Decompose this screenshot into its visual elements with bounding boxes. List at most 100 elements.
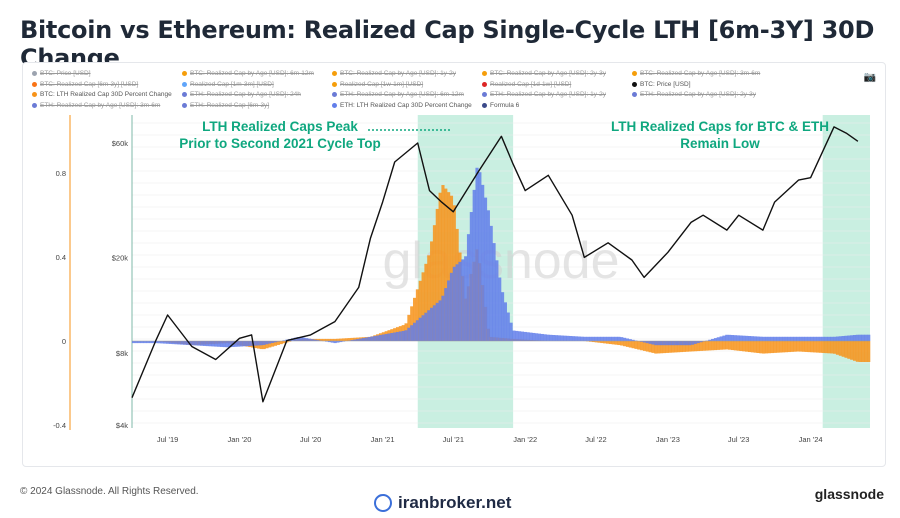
eth-bar — [432, 305, 437, 341]
btc-bar — [342, 338, 346, 341]
eth-bar — [600, 336, 604, 341]
eth-bar — [481, 184, 485, 341]
btc-bar — [333, 338, 337, 341]
eth-bar — [835, 336, 840, 341]
eth-bar — [509, 322, 513, 341]
legend-item[interactable]: BTC: Realized Cap by Age [USD]: 6m-12m — [182, 70, 314, 77]
legend-item[interactable]: ETH: LTH Realized Cap 30D Percent Change — [332, 102, 472, 109]
legend-item[interactable]: BTC: Realized Cap [6m-3y] [USD] — [32, 81, 138, 88]
eth-bar — [452, 266, 456, 341]
eth-bar — [830, 336, 834, 341]
btc-bar — [801, 341, 806, 352]
legend-item[interactable]: ETH: Realized Cap [6m-3y] — [182, 102, 269, 109]
legend-item[interactable]: BTC: LTH Realized Cap 30D Percent Change — [32, 91, 172, 98]
legend-item[interactable]: BTC: Realized Cap by Age [USD]: 3m-6m — [632, 70, 760, 77]
eth-bar — [205, 341, 209, 347]
legend-item[interactable]: Realized Cap [1d-1w] [USD] — [482, 81, 571, 88]
eth-bar — [438, 300, 442, 341]
eth-bar — [447, 280, 451, 341]
eth-bar — [764, 336, 769, 341]
btc-bar — [855, 341, 859, 362]
legend-item[interactable]: ETH: Realized Cap by Age [USD]: 1y-2y — [482, 91, 606, 98]
eth-bar — [520, 331, 525, 341]
legend-item[interactable]: BTC: Price [USD] — [32, 70, 91, 77]
eth-bar — [739, 335, 743, 341]
btc-bar — [327, 338, 331, 341]
eth-bar — [762, 336, 766, 341]
legend-item[interactable]: BTC: Realized Cap by Age [USD]: 2y-3y — [482, 70, 606, 77]
eth-bar — [435, 302, 439, 341]
btc-bar — [691, 341, 695, 352]
btc-bar — [438, 192, 442, 341]
btc-bar — [847, 341, 851, 359]
x-axis-tick: Jul '20 — [300, 435, 321, 444]
eth-bar — [134, 341, 138, 344]
right-axis-tick: $20k — [112, 253, 129, 262]
eth-bar — [387, 333, 391, 341]
eth-bar — [537, 333, 542, 341]
eth-bar — [464, 256, 468, 341]
page-title: Bitcoin vs Ethereum: Realized Cap Single… — [20, 16, 875, 72]
legend-item[interactable]: Realized Cap [1m-3m] [USD] — [182, 81, 274, 88]
eth-bar — [461, 259, 465, 341]
legend-item[interactable]: ETH: Realized Cap by Age [USD]: 6m-12m — [332, 91, 464, 98]
btc-bar — [850, 341, 854, 360]
eth-bar — [350, 340, 354, 341]
eth-bar — [804, 336, 808, 341]
btc-bar — [867, 341, 871, 362]
eth-bar — [645, 341, 649, 344]
legend-label: ETH: Realized Cap by Age [USD]: 3m-6m — [40, 101, 161, 109]
broker-name: iranbroker.net — [398, 493, 512, 512]
legend-dot-icon — [182, 81, 187, 87]
eth-bar — [611, 336, 615, 341]
annotation-right-line2: Remain Low — [680, 136, 760, 151]
eth-bar — [132, 341, 136, 344]
btc-bar — [711, 341, 715, 351]
legend-item[interactable]: ETH: Realized Cap by Age [USD]: 3m-6m — [32, 102, 160, 109]
eth-bar — [730, 335, 735, 341]
legend-item[interactable]: BTC: Price [USD] — [632, 81, 691, 88]
eth-bar — [478, 172, 482, 341]
eth-bar — [163, 341, 167, 344]
legend-item[interactable]: ETH: Realized Cap by Age [USD]: 24h — [182, 91, 301, 98]
broker-logo[interactable]: iranbroker.net — [374, 493, 511, 513]
legend-dot-icon — [32, 81, 37, 87]
legend-item[interactable]: Formula 6 — [482, 102, 519, 109]
camera-icon[interactable]: 📷 — [863, 72, 876, 83]
legend-item[interactable]: Realized Cap [1w-1m] [USD] — [332, 81, 423, 88]
eth-bar — [711, 338, 715, 341]
eth-bar — [787, 336, 791, 341]
legend-dot-icon — [482, 71, 487, 76]
eth-bar — [245, 341, 249, 347]
eth-bar — [844, 335, 848, 341]
left-axis-tick: -0.4 — [53, 421, 66, 430]
eth-bar — [404, 330, 408, 341]
btc-bar — [864, 341, 868, 362]
btc-bar — [262, 341, 266, 350]
eth-bar — [367, 337, 371, 341]
eth-bar — [668, 341, 672, 346]
eth-bar — [560, 335, 564, 341]
legend-item[interactable]: ETH: Realized Cap by Age [USD]: 2y-3y — [632, 91, 756, 98]
eth-bar — [742, 335, 746, 341]
right-axis-tick: $8k — [116, 349, 128, 358]
btc-bar — [767, 341, 771, 354]
btc-bar — [833, 341, 837, 354]
eth-bar — [782, 336, 786, 341]
btc-bar — [699, 341, 703, 351]
eth-bar — [194, 341, 198, 346]
eth-bar — [535, 333, 539, 341]
btc-bar — [659, 341, 664, 354]
btc-bar — [325, 338, 329, 341]
eth-bar — [770, 336, 774, 341]
eth-bar — [430, 307, 434, 341]
eth-bar — [691, 341, 695, 345]
eth-bar — [518, 331, 522, 341]
legend-item[interactable]: BTC: Realized Cap by Age [USD]: 1y-2y — [332, 70, 456, 77]
btc-bar — [716, 341, 720, 350]
eth-bar — [293, 337, 297, 341]
eth-bar — [376, 335, 380, 341]
eth-bar — [413, 322, 417, 341]
eth-bar — [262, 341, 266, 345]
